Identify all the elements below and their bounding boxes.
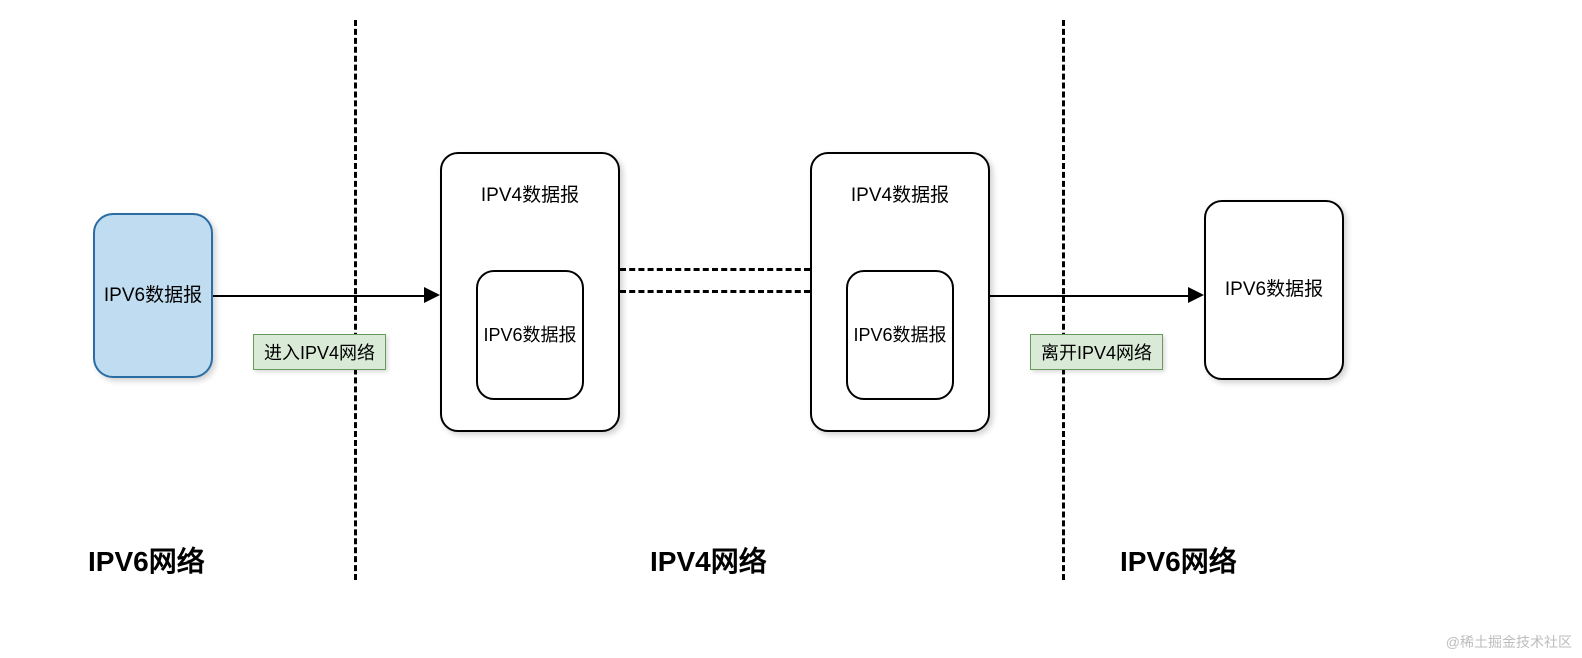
arrow-enter-line [213, 295, 424, 297]
dashed-link-bottom [620, 290, 810, 293]
arrow-enter-head-icon [424, 287, 440, 303]
badge-enter-label: 进入IPV4网络 [264, 343, 375, 363]
divider-left [354, 20, 357, 580]
dashed-link-top [620, 268, 810, 271]
arrow-leave-line [990, 295, 1188, 297]
badge-leave-label: 离开IPV4网络 [1041, 343, 1152, 363]
badge-leave: 离开IPV4网络 [1030, 334, 1163, 370]
node-tunnel1-inner: IPV6数据报 [476, 270, 584, 400]
node-tunnel2-outer-label: IPV4数据报 [851, 184, 949, 208]
node-tunnel1-inner-label: IPV6数据报 [483, 324, 576, 347]
node-left-ipv6: IPV6数据报 [93, 213, 213, 378]
badge-enter: 进入IPV4网络 [253, 334, 386, 370]
watermark-text: @稀土掘金技术社区 [1446, 632, 1572, 652]
region-right-label: IPV6网络 [1120, 540, 1237, 580]
node-right-ipv6: IPV6数据报 [1204, 200, 1344, 380]
region-left-label: IPV6网络 [88, 540, 205, 580]
divider-right [1062, 20, 1065, 580]
region-center-label: IPV4网络 [650, 540, 767, 580]
node-tunnel1-outer-label: IPV4数据报 [481, 184, 579, 208]
arrow-leave-head-icon [1188, 287, 1204, 303]
node-tunnel2-inner-label: IPV6数据报 [853, 324, 946, 347]
node-left-ipv6-label: IPV6数据报 [104, 284, 202, 308]
node-tunnel2-inner: IPV6数据报 [846, 270, 954, 400]
node-right-ipv6-label: IPV6数据报 [1225, 278, 1323, 302]
